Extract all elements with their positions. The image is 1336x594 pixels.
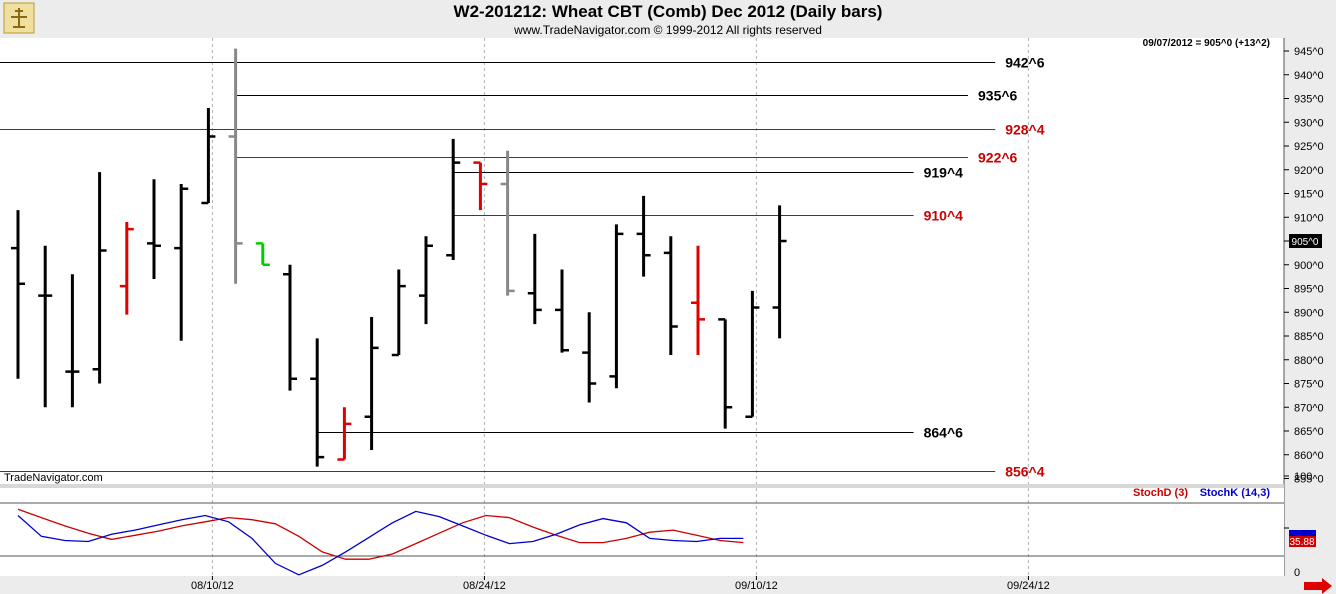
stochk-line [17, 510, 744, 576]
support-resistance-levels: 942^6 935^6 928^4 922^6 919^4 910^4 864^6 856^4 [0, 55, 1045, 480]
panel-divider[interactable] [0, 484, 1284, 488]
y-tick-label: 910^0 [1294, 212, 1324, 224]
stochk-legend: StochK (14,3) [1200, 487, 1271, 499]
level-label: 919^4 [924, 165, 964, 181]
y-tick-label: 940^0 [1294, 70, 1324, 82]
stochd-line [17, 508, 744, 560]
y-tick-label: 935^0 [1294, 94, 1324, 106]
price-bar [609, 224, 624, 389]
price-bar [65, 274, 80, 408]
level-label: 942^6 [1005, 55, 1045, 71]
price-bar [636, 195, 651, 277]
oscillator-axis-ticks: 100 0 [1284, 471, 1312, 581]
level-label: 928^4 [1005, 122, 1045, 138]
level-label: 864^6 [924, 425, 964, 441]
price-bar [228, 48, 243, 284]
price-axis-ticks: 945^0 940^0 935^0 930^0 925^0 920^0 915^0 910^0… [1284, 46, 1324, 486]
price-bar [473, 161, 488, 211]
stochd-last-label: 35.88 [1289, 537, 1314, 548]
y-tick-label: 890^0 [1294, 307, 1324, 319]
price-bar [500, 150, 515, 296]
price-bar [419, 236, 433, 325]
price-bar [11, 210, 25, 379]
last-price-label: 905^0 [1292, 237, 1319, 248]
page-title: W2-201212: Wheat CBT (Comb) Dec 2012 (Da… [454, 2, 883, 21]
price-axis[interactable] [1284, 38, 1336, 484]
price-bar [582, 312, 597, 403]
tradenavigator-logo-icon [3, 2, 35, 34]
price-bar [527, 233, 542, 325]
stochastic-panel[interactable] [0, 488, 1284, 576]
price-bar [310, 338, 325, 467]
osc-y-tick-label: 100 [1294, 471, 1312, 483]
red-right-arrow-icon[interactable] [1304, 578, 1332, 594]
price-bar [92, 172, 107, 384]
x-tick-label: 08/10/12 [191, 580, 234, 592]
price-bar [772, 205, 787, 339]
level-label: 910^4 [924, 208, 964, 224]
stochastic-lines [17, 508, 744, 576]
price-bar [255, 242, 270, 266]
price-bar [147, 179, 161, 279]
x-tick-label: 09/24/12 [1007, 580, 1050, 592]
osc-y-tick-label: 0 [1294, 567, 1300, 579]
y-tick-label: 860^0 [1294, 450, 1324, 462]
price-bar [745, 290, 760, 418]
y-tick-label: 875^0 [1294, 379, 1324, 391]
last-price-marker: 905^0 [1289, 234, 1322, 248]
y-tick-label: 855^0 [1294, 474, 1324, 486]
price-readout: 09/07/2012 = 905^0 (+13^2) [1143, 38, 1270, 49]
y-tick-label: 945^0 [1294, 46, 1324, 58]
y-tick-label: 895^0 [1294, 284, 1324, 296]
y-tick-label: 900^0 [1294, 260, 1324, 272]
price-bar [38, 245, 53, 408]
price-bar [364, 317, 379, 450]
price-bar [446, 138, 461, 260]
x-tick-label: 08/24/12 [463, 580, 506, 592]
level-label: 922^6 [978, 150, 1018, 166]
price-bars [11, 48, 787, 467]
price-bar [718, 318, 733, 429]
date-axis-ticks: 08/10/12 08/24/12 09/10/12 09/24/12 [191, 576, 1050, 592]
y-tick-label: 920^0 [1294, 165, 1324, 177]
price-bar [119, 222, 134, 315]
y-tick-label: 925^0 [1294, 141, 1324, 153]
price-bar [174, 184, 189, 341]
y-tick-label: 915^0 [1294, 189, 1324, 201]
price-panel[interactable] [0, 38, 1284, 484]
stoch-value-markers: 35.88 [1289, 530, 1316, 548]
price-bar [391, 269, 406, 357]
y-tick-label: 870^0 [1294, 402, 1324, 414]
stochd-legend: StochD (3) [1133, 487, 1188, 499]
y-tick-label: 930^0 [1294, 117, 1324, 129]
price-bar [691, 245, 705, 355]
level-label: 856^4 [1005, 464, 1045, 480]
y-tick-label: 885^0 [1294, 331, 1324, 343]
y-tick-label: 880^0 [1294, 355, 1324, 367]
price-bar [663, 236, 678, 355]
watermark: TradeNavigator.com [4, 472, 103, 484]
price-bar [283, 264, 297, 391]
price-bar [555, 269, 569, 353]
y-tick-label: 865^0 [1294, 426, 1324, 438]
price-bar [201, 108, 216, 205]
x-tick-label: 09/10/12 [735, 580, 778, 592]
date-axis[interactable] [0, 576, 1336, 594]
vertical-grid [211, 38, 1029, 484]
price-bar [337, 407, 352, 461]
level-label: 935^6 [978, 88, 1018, 104]
copyright-notice: www.TradeNavigator.com © 1999-2012 All r… [513, 23, 822, 37]
